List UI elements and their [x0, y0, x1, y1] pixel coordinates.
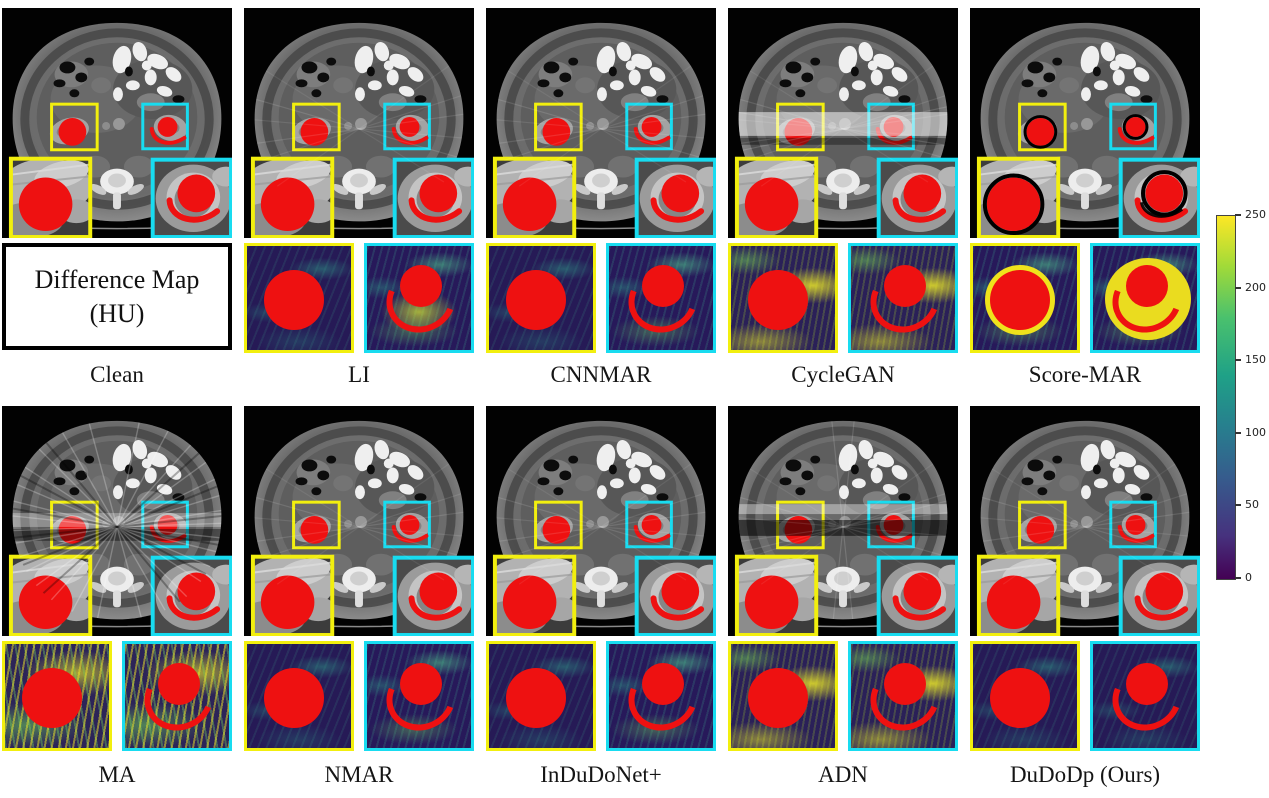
- ct-image-cnnmar: [486, 8, 716, 238]
- diff-maps-nmar: [244, 641, 474, 751]
- diff-map-yellow-dudodp: [970, 641, 1080, 751]
- metal-region: [884, 663, 926, 705]
- metal-arc: [134, 654, 224, 742]
- ct-image-li: [244, 8, 474, 238]
- metal-region: [1126, 265, 1168, 307]
- colorbar-gradient: [1216, 215, 1236, 580]
- metal-region: [748, 668, 808, 728]
- diff-maps-li: [244, 243, 474, 353]
- method-label-indudonet: InDuDoNet+: [540, 762, 662, 787]
- method-label-nmar: NMAR: [324, 762, 394, 787]
- diff-map-yellow-nmar: [244, 641, 354, 751]
- colorbar-tick-label-0: 0: [1245, 571, 1252, 584]
- diff-maps-scoremar: [970, 243, 1200, 353]
- ct-image-dudodp: [970, 406, 1200, 636]
- metal-region: [506, 668, 566, 728]
- colorbar-tick: [1235, 504, 1241, 506]
- diff-map-cyan-dudodp: [1090, 641, 1200, 751]
- method-label-cnnmar: CNNMAR: [550, 362, 652, 387]
- metal-region: [506, 270, 566, 330]
- metal-region: [642, 265, 684, 307]
- diff-map-yellow-ma: [2, 641, 112, 751]
- ct-image-cyclegan: [728, 8, 958, 238]
- metal-arc: [618, 256, 708, 344]
- colorbar-tick-label-100: 100: [1245, 426, 1266, 439]
- ct-image-clean: [2, 8, 232, 238]
- diff-map-cyan-nmar: [364, 641, 474, 751]
- diff-map-cyan-li: [364, 243, 474, 353]
- colorbar-tick-label-200: 200: [1245, 281, 1266, 294]
- colorbar-tick-label-150: 150: [1245, 353, 1266, 366]
- diff-map-cyan-cnnmar: [606, 243, 716, 353]
- diff-map-yellow-li: [244, 243, 354, 353]
- diff-maps-cnnmar: [486, 243, 716, 353]
- metal-region: [22, 668, 82, 728]
- diff-map-cyan-cyclegan: [848, 243, 958, 353]
- diff-map-yellow-cyclegan: [728, 243, 838, 353]
- colorbar-tick: [1235, 359, 1241, 361]
- metal-arc: [860, 654, 950, 742]
- diff-map-yellow-indudonet: [486, 641, 596, 751]
- metal-region: [990, 668, 1050, 728]
- colorbar-tick: [1235, 287, 1241, 289]
- method-label-ma: MA: [98, 762, 136, 787]
- method-label-clean: Clean: [90, 362, 144, 387]
- ct-image-scoremar: [970, 8, 1200, 238]
- diff-map-cyan-indudonet: [606, 641, 716, 751]
- method-label-dudodp: DuDoDp (Ours): [1009, 762, 1161, 787]
- metal-arc: [376, 256, 466, 344]
- metal-region: [400, 663, 442, 705]
- metal-arc: [1102, 654, 1192, 742]
- metal-arc: [860, 256, 950, 344]
- colorbar-tick: [1235, 577, 1241, 579]
- difference-map-label-line2: (HU): [89, 298, 145, 328]
- metal-region: [264, 668, 324, 728]
- diff-maps-ma: [2, 641, 232, 751]
- metal-region: [264, 270, 324, 330]
- diff-map-yellow-adn: [728, 641, 838, 751]
- metal-arc: [376, 654, 466, 742]
- metal-region: [884, 265, 926, 307]
- metal-region: [158, 663, 200, 705]
- diff-maps-adn: [728, 641, 958, 751]
- metal-region: [748, 270, 808, 330]
- colorbar-tick: [1235, 432, 1241, 434]
- ct-image-indudonet: [486, 406, 716, 636]
- ct-image-nmar: [244, 406, 474, 636]
- metal-region: [1126, 663, 1168, 705]
- method-label-li: LI: [348, 362, 370, 387]
- colorbar-tick-label-50: 50: [1245, 498, 1259, 511]
- difference-map-label-line1: Difference Map: [34, 264, 200, 294]
- difference-map-label-box: Difference Map (HU): [2, 243, 232, 350]
- diff-maps-cyclegan: [728, 243, 958, 353]
- colorbar-tick: [1235, 214, 1241, 216]
- method-label-scoremar: Score-MAR: [1028, 362, 1142, 387]
- diff-maps-dudodp: [970, 641, 1200, 751]
- method-label-cyclegan: CycleGAN: [791, 362, 895, 387]
- metal-region: [400, 265, 442, 307]
- diff-maps-indudonet: [486, 641, 716, 751]
- diff-map-cyan-scoremar: [1090, 243, 1200, 353]
- ct-image-ma: [2, 406, 232, 636]
- metal-region: [990, 270, 1050, 330]
- diff-map-yellow-cnnmar: [486, 243, 596, 353]
- diff-map-yellow-scoremar: [970, 243, 1080, 353]
- diff-map-cyan-ma: [122, 641, 232, 751]
- method-label-adn: ADN: [818, 762, 868, 787]
- ct-image-adn: [728, 406, 958, 636]
- metal-arc: [618, 654, 708, 742]
- metal-region: [642, 663, 684, 705]
- colorbar-tick-label-250: 250: [1245, 208, 1266, 221]
- diff-map-cyan-adn: [848, 641, 958, 751]
